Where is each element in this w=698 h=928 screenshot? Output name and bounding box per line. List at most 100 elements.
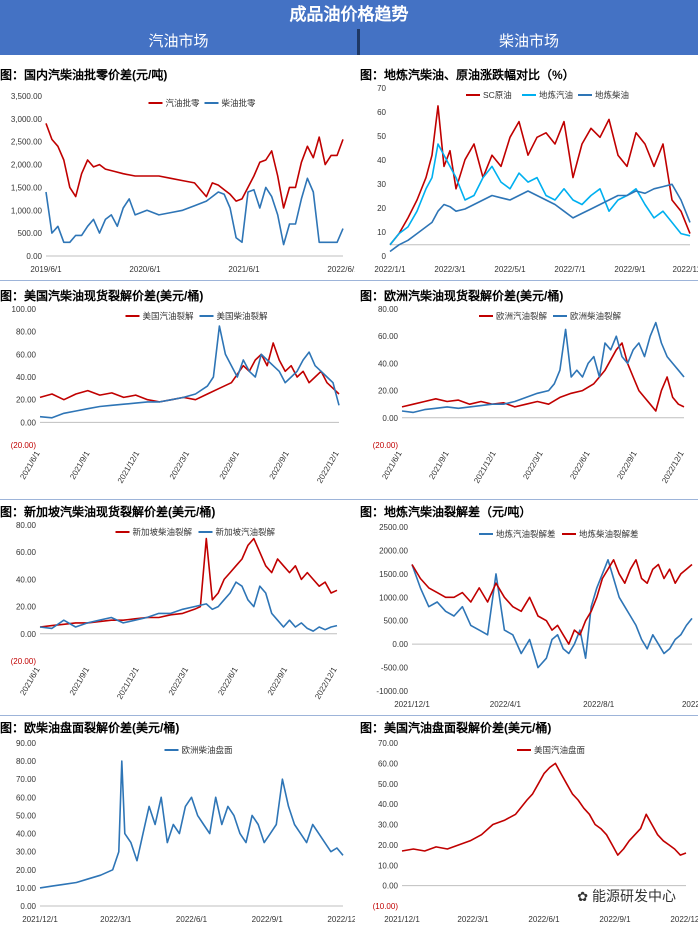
legend-label: 地炼汽油裂解差 <box>496 529 556 539</box>
y-tick-label: -1000.00 <box>376 687 408 696</box>
y-tick-label: 20.00 <box>16 603 37 612</box>
series-line-0 <box>401 342 685 412</box>
y-tick-label: 40.00 <box>16 575 37 584</box>
wechat-icon: ✿ <box>577 889 589 904</box>
x-tick-label: 2022/3/1 <box>168 449 192 481</box>
legend-label: 欧洲柴油盘面 <box>182 745 234 755</box>
x-tick-label: 2022/11/1 <box>673 265 698 274</box>
x-tick-label: 2022/3/1 <box>100 915 132 924</box>
panel-c2: 图：地炼汽柴油、原油涨跌幅对比（%） 0 10 20 30 40 50 60 70 2022/1… <box>360 66 698 278</box>
chart-title: 图：美国汽柴油现货裂解价差(美元/桶) <box>0 289 204 303</box>
panel-c7: 图：欧柴油盘面裂解价差(美元/桶) 0.00 10.00 20.00 30.00 40.… <box>0 719 355 928</box>
y-tick-label: 40.00 <box>16 373 37 382</box>
panel-c6: 图：地炼汽柴油裂解差（元/吨） -1000.00 -500.00 0.00 500.0… <box>360 503 698 713</box>
y-tick-label: 0.00 <box>20 630 36 639</box>
y-tick-label: (20.00) <box>11 441 37 450</box>
legend-item: 美国汽油盘面 <box>517 745 586 755</box>
legend-label: 地炼柴油 <box>595 90 629 100</box>
legend-label: 欧洲柴油裂解 <box>570 311 622 321</box>
legend-label: 美国汽油裂解 <box>143 311 195 321</box>
y-tick-label: 100.00 <box>12 305 37 314</box>
x-tick-label: 2022/6/1 <box>216 665 240 697</box>
x-tick-label: 2022/8/1 <box>583 700 615 709</box>
x-tick-label: 2021/12/1 <box>22 915 58 924</box>
y-tick-label: 0.00 <box>382 882 398 891</box>
legend-item: 地炼柴油 <box>578 90 629 100</box>
y-tick-label: 0.00 <box>392 640 408 649</box>
section-diesel-header: 柴油市场 <box>360 29 698 55</box>
x-tick-label: 2022/6/1 <box>568 449 592 481</box>
x-tick-label: 2021/9/1 <box>68 665 92 697</box>
x-tick-label: 2021/12/1 <box>115 665 141 701</box>
x-tick-label: 2022/12/ <box>670 915 698 924</box>
x-tick-label: 2022/6/1 <box>528 915 560 924</box>
y-tick-label: (20.00) <box>11 657 37 666</box>
series-line-0 <box>45 123 344 209</box>
y-tick-label: 20 <box>377 204 386 213</box>
y-tick-label: 60.00 <box>16 350 37 359</box>
section-divider <box>357 29 360 55</box>
y-tick-label: 10.00 <box>16 884 37 893</box>
y-tick-label: 1000.00 <box>379 593 408 602</box>
x-tick-label: 2022/9/1 <box>599 915 631 924</box>
series-line-1 <box>45 177 344 246</box>
x-tick-label: 2022/9/1 <box>614 265 646 274</box>
y-tick-label: 80.00 <box>16 328 37 337</box>
watermark: ✿ 能源研发中心 <box>577 886 676 906</box>
x-tick-label: 2022/12/1 <box>315 449 341 485</box>
series-line-0 <box>411 558 693 669</box>
y-tick-label: 2,500.00 <box>11 138 43 147</box>
panel-c3: 图：美国汽柴油现货裂解价差(美元/桶) (20.00) 0.00 20.00 40.0… <box>0 287 355 497</box>
series-line-0 <box>39 760 344 889</box>
x-tick-label: 2021/6/1 <box>18 449 42 481</box>
y-tick-label: 0 <box>382 252 387 261</box>
series-line-1 <box>39 581 338 632</box>
legend-label: 地炼柴油裂解差 <box>579 529 639 539</box>
x-tick-label: 2021/6/1 <box>380 449 404 481</box>
legend-item: 新加坡汽油裂解 <box>198 527 276 537</box>
legend-item: SC原油 <box>466 90 512 100</box>
y-tick-label: (10.00) <box>373 902 399 911</box>
y-tick-label: 60.00 <box>378 332 399 341</box>
legend-item: 欧洲柴油盘面 <box>164 745 234 755</box>
panel-c5: 图：新加坡汽柴油现货裂解价差(美元/桶) (20.00) 0.00 20.00 40.… <box>0 503 355 713</box>
x-tick-label: 2022/4/1 <box>490 700 522 709</box>
legend-label: 汽油批零 <box>166 98 201 108</box>
chart-title: 图：美国汽油盘面裂解价差(美元/桶) <box>360 721 552 735</box>
legend-label: 美国汽油盘面 <box>534 745 586 755</box>
x-tick-label: 2022/5/1 <box>494 265 526 274</box>
x-tick-label: 2022/1/1 <box>374 265 406 274</box>
x-tick-label: 2022/9/1 <box>252 915 284 924</box>
x-tick-label: 2022/6/1 <box>176 915 208 924</box>
x-tick-label: 2022/6/1 <box>218 449 242 481</box>
legend-label: 新加坡柴油裂解 <box>133 527 193 537</box>
y-tick-label: 2500.00 <box>379 523 408 532</box>
series-line-0 <box>39 342 340 403</box>
legend-label: 美国柴油裂解 <box>217 311 269 321</box>
y-tick-label: 10.00 <box>378 861 399 870</box>
x-tick-label: 2022/3/1 <box>434 265 466 274</box>
y-tick-label: 20.00 <box>378 841 399 850</box>
panel-c4: 图：欧洲汽柴油现货裂解价差(美元/桶) (20.00) 0.00 20.00 40.0… <box>360 287 698 497</box>
x-tick-label: 2022/12/ <box>327 915 355 924</box>
x-tick-label: 2022/12/1 <box>660 449 686 485</box>
series-line-1 <box>411 558 693 645</box>
y-tick-label: 60.00 <box>16 548 37 557</box>
legend-item: 新加坡柴油裂解 <box>115 527 193 537</box>
legend-label: 地炼汽油 <box>539 90 573 100</box>
y-tick-label: 1,000.00 <box>11 206 43 215</box>
x-tick-label: 2022/12/1 <box>313 665 339 701</box>
series-line-2 <box>389 183 691 253</box>
legend-label: 柴油批零 <box>222 98 257 108</box>
x-tick-label: 2022/3/1 <box>457 915 489 924</box>
panel-c1: 图：国内汽柴油批零价差(元/吨) 0.00 500.00 1,000.00 1,500… <box>0 66 355 278</box>
series-line-0 <box>401 762 687 856</box>
legend-item: 地炼汽油裂解差 <box>479 529 556 539</box>
y-tick-label: 60 <box>377 108 386 117</box>
y-tick-label: 3,000.00 <box>11 115 43 124</box>
series-line-0 <box>39 537 338 628</box>
y-tick-label: 90.00 <box>16 739 37 748</box>
x-tick-label: 2021/9/1 <box>427 449 451 481</box>
y-tick-label: 40.00 <box>378 359 399 368</box>
y-tick-label: 20.00 <box>16 866 37 875</box>
